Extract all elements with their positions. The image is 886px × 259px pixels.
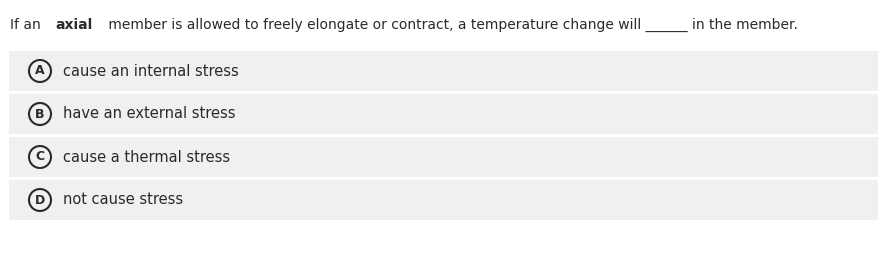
FancyBboxPatch shape (9, 137, 877, 177)
FancyBboxPatch shape (9, 94, 877, 134)
FancyBboxPatch shape (9, 51, 877, 91)
Text: C: C (35, 150, 44, 163)
Text: If an: If an (10, 18, 45, 32)
Text: have an external stress: have an external stress (63, 106, 236, 121)
Text: A: A (35, 64, 45, 77)
Text: cause an internal stress: cause an internal stress (63, 63, 238, 78)
Text: B: B (35, 107, 44, 120)
Text: D: D (35, 193, 45, 206)
FancyBboxPatch shape (9, 180, 877, 220)
Text: not cause stress: not cause stress (63, 192, 183, 207)
Text: cause a thermal stress: cause a thermal stress (63, 149, 229, 164)
Text: axial: axial (56, 18, 93, 32)
Text: member is allowed to freely elongate or contract, a temperature change will ____: member is allowed to freely elongate or … (104, 18, 797, 32)
